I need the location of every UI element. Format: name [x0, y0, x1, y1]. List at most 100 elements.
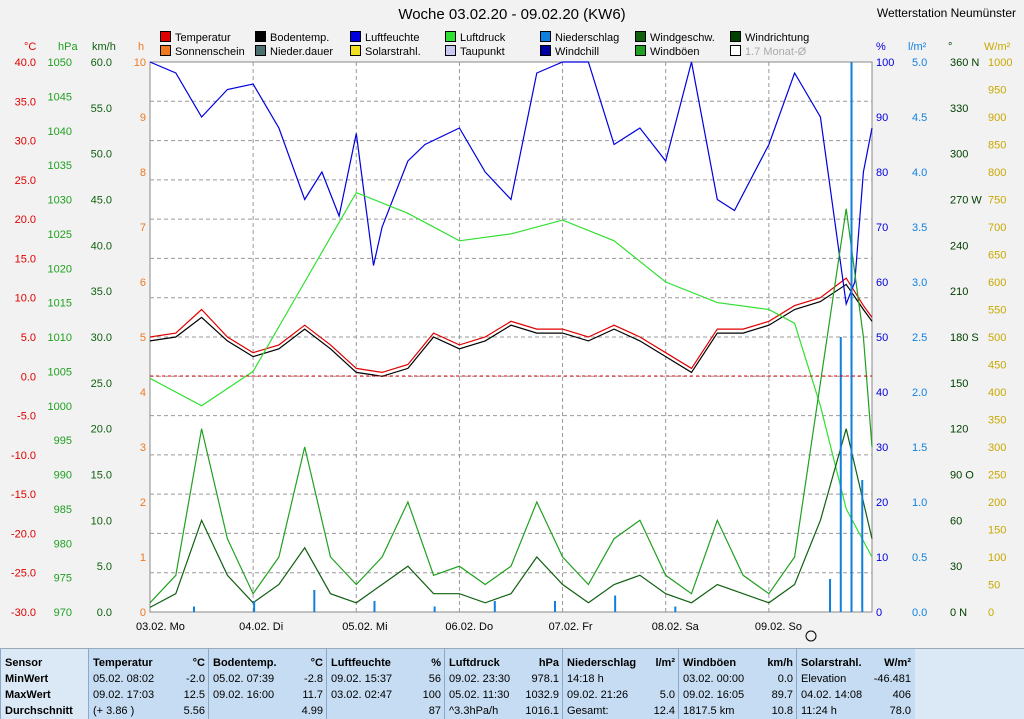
deg-tick: 180 S: [950, 332, 979, 344]
temp-tick: 25.0: [15, 175, 36, 187]
stats-unit: l/m²: [655, 657, 675, 669]
wm2-tick: 350: [988, 415, 1006, 427]
stats-row: 87: [331, 703, 441, 719]
hpa-tick: 980: [54, 538, 72, 550]
stats-row: MinWert: [5, 671, 85, 687]
hpa-tick: 975: [54, 573, 72, 585]
stats-cell-label: 09.02. 16:05: [683, 689, 745, 701]
stats-row: MaxWert: [5, 687, 85, 703]
hpa-tick: 1045: [48, 91, 72, 103]
legend-swatch: [445, 31, 456, 42]
wm2-tick: 650: [988, 250, 1006, 262]
hours-tick: 8: [140, 167, 146, 179]
stats-row: 05.02. 11:30 1032.9: [449, 687, 559, 703]
stats-cell-value: 89.7: [771, 689, 793, 701]
legend-label: Windböen: [650, 46, 700, 58]
deg-tick: 210: [950, 286, 968, 298]
legend-swatch: [255, 45, 266, 56]
temp-tick: -25.0: [11, 568, 36, 580]
axis-unit: hPa: [58, 41, 78, 53]
stats-row: Gesamt: 12.4: [567, 703, 675, 719]
hpa-tick: 1030: [48, 195, 72, 207]
precip-bar: [614, 595, 617, 612]
series-line-bodentemp: [149, 283, 873, 377]
stats-unit: W/m²: [884, 657, 911, 669]
legend-item: Windgeschw.: [635, 31, 715, 44]
stats-cell-label: 14:18 h: [567, 673, 604, 685]
stats-header-label: Sensor: [5, 657, 43, 669]
wm2-tick: 550: [988, 305, 1006, 317]
sun-marker-icon: [805, 630, 817, 642]
wm2-tick: 750: [988, 195, 1006, 207]
legend-item: Windböen: [635, 45, 700, 58]
stats-cell-label: ^3.3hPa/h: [449, 705, 499, 717]
wm2-tick: 600: [988, 277, 1006, 289]
legend-item: 1.7 Monat-Ø: [730, 45, 806, 58]
temp-tick: -30.0: [11, 607, 36, 619]
series-line-temperatur: [149, 277, 873, 374]
stats-header: Sensor: [5, 655, 85, 671]
deg-tick: 60: [950, 515, 962, 527]
stats-cell-value: 11.7: [302, 689, 323, 701]
stats-cell-value: 56: [428, 673, 441, 685]
kmh-tick: 20.0: [91, 424, 112, 436]
stats-header-label: Luftdruck: [449, 657, 500, 669]
kmh-tick: 50.0: [91, 149, 112, 161]
stats-cell-value: 87: [428, 705, 441, 717]
hpa-tick: 985: [54, 504, 72, 516]
stats-row: Durchschnitt: [5, 703, 85, 719]
legend-label: Bodentemp.: [270, 32, 330, 44]
axis-unit: l/m²: [908, 41, 927, 53]
stats-cell-value: 12.5: [183, 689, 205, 701]
stats-cell-value: -46.481: [873, 673, 911, 685]
hours-tick: 5: [140, 332, 146, 344]
hours-tick: 1: [140, 552, 146, 564]
legend-item: Windrichtung: [730, 31, 809, 44]
lm2-tick: 4.5: [912, 112, 927, 124]
legend-label: Temperatur: [175, 32, 231, 44]
legend-label: Windgeschw.: [650, 32, 715, 44]
stats-row: 09.02. 16:00 11.7: [213, 687, 323, 703]
stats-row: 1817.5 km 10.8: [683, 703, 793, 719]
precip-bar: [839, 337, 842, 612]
stats-cell-value: 78.0: [889, 705, 911, 717]
pct-tick: 30: [876, 442, 888, 454]
stats-cell-label: (+ 3.86 ): [93, 705, 135, 717]
precip-bar: [373, 601, 376, 612]
legend-label: Luftdruck: [460, 32, 506, 44]
stats-header: Temperatur °C: [93, 655, 205, 671]
stats-row: 05.02. 07:39 -2.8: [213, 671, 323, 687]
stats-row: (+ 3.86 ) 5.56: [93, 703, 205, 719]
wm2-tick: 400: [988, 387, 1006, 399]
pct-tick: 10: [876, 552, 888, 564]
stats-header: Luftfeuchte%: [331, 655, 441, 671]
legend-label: Luftfeuchte: [365, 32, 420, 44]
wm2-tick: 900: [988, 112, 1006, 124]
deg-tick: 240: [950, 240, 968, 252]
lm2-tick: 3.5: [912, 222, 927, 234]
stats-cell-label: 1817.5 km: [683, 705, 735, 717]
legend-swatch: [540, 45, 551, 56]
stats-cell-label: 09.02. 21:26: [567, 689, 629, 701]
legend-label: Windchill: [555, 46, 600, 58]
precip-bar: [313, 590, 316, 612]
wm2-tick: 300: [988, 442, 1006, 454]
precip-bar: [850, 62, 853, 612]
kmh-tick: 25.0: [91, 378, 112, 390]
precip-bar: [433, 606, 436, 612]
legend-label: Windrichtung: [745, 32, 810, 44]
legend-item: Bodentemp.: [255, 31, 329, 44]
axis-unit: km/h: [92, 41, 116, 53]
temp-tick: 35.0: [15, 96, 36, 108]
legend-swatch: [255, 31, 266, 42]
stats-cell-value: 1032.9: [525, 689, 559, 701]
precip-bar: [493, 601, 496, 612]
pct-tick: 60: [876, 277, 888, 289]
hpa-tick: 1050: [48, 57, 72, 69]
axis-unit: h: [138, 41, 144, 53]
pct-tick: 40: [876, 387, 888, 399]
temp-tick: -5.0: [17, 411, 36, 423]
hpa-tick: 1015: [48, 298, 72, 310]
legend-label: Sonnenschein: [175, 46, 245, 58]
stats-unit: %: [431, 657, 441, 669]
